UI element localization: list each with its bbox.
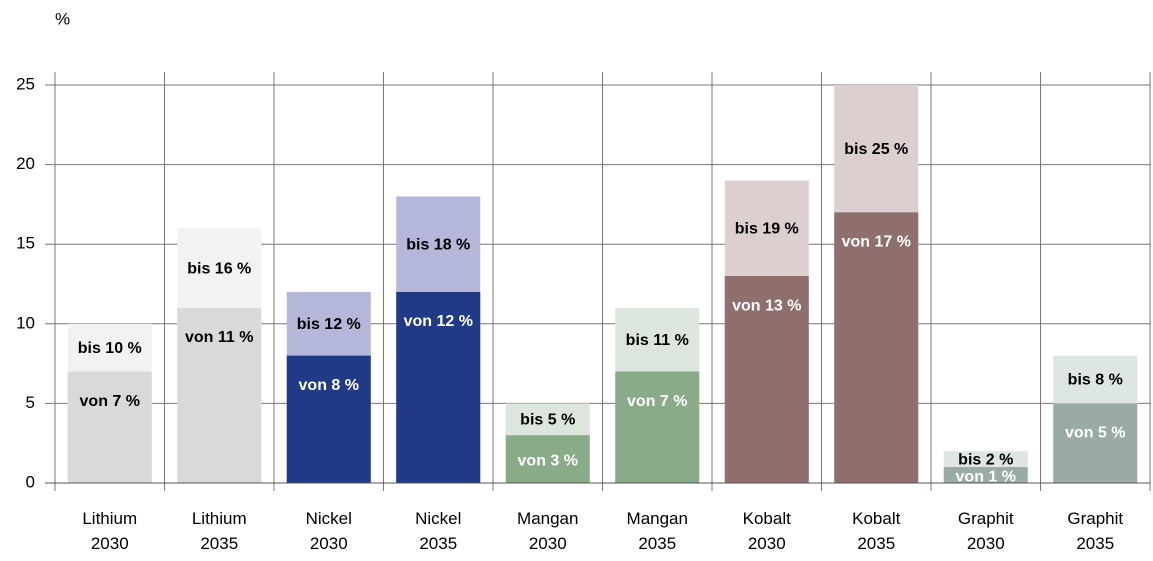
bar-label-upper: bis 11 % (626, 332, 689, 349)
y-tick-label: 15 (16, 234, 35, 253)
x-tick-label: Nickel 2030 (306, 509, 352, 553)
y-tick-label: 20 (16, 154, 35, 173)
x-tick-label: Kobalt 2035 (852, 509, 900, 553)
bar-label-lower: von 3 % (518, 452, 578, 469)
bar-lower (943, 467, 1028, 483)
bar-label-lower: von 11 % (185, 329, 253, 346)
x-tick-label: Mangan 2030 (517, 509, 578, 553)
y-tick-label: 5 (26, 393, 35, 412)
bar-lower (615, 371, 700, 483)
bar-label-lower: von 5 % (1065, 425, 1125, 442)
x-tick-label: Graphit 2035 (1067, 509, 1123, 553)
x-tick-label: Graphit 2030 (958, 509, 1014, 553)
x-tick-label: Lithium 2035 (192, 509, 247, 553)
bar-label-upper: bis 12 % (297, 316, 361, 333)
bar-label-upper: bis 19 % (735, 220, 799, 237)
bar-lower (396, 291, 481, 483)
x-tick-label: Nickel 2035 (415, 509, 461, 553)
bar-lower (1053, 403, 1138, 483)
x-tick-label: Lithium 2030 (82, 509, 137, 553)
bar-label-lower: von 8 % (299, 377, 359, 394)
bar-label-lower: von 17 % (842, 234, 911, 251)
x-tick-label: Kobalt 2030 (743, 509, 791, 553)
bar-lower (505, 435, 590, 483)
bar-label-upper: bis 10 % (78, 340, 142, 357)
bar-label-upper: bis 2 % (958, 451, 1013, 468)
y-tick-label: 0 (26, 472, 35, 491)
bar-lower (834, 212, 919, 484)
bar-lower (286, 355, 371, 483)
bar-label-upper: bis 5 % (520, 412, 575, 429)
bar-lower (67, 371, 152, 483)
bar-label-lower: von 12 % (404, 313, 473, 330)
bar-label-lower: von 13 % (732, 297, 801, 314)
bar-label-upper: bis 16 % (187, 260, 251, 277)
bar-lower (177, 307, 262, 483)
unit-label: % (55, 9, 70, 28)
y-tick-label: 10 (16, 313, 35, 332)
bar-label-lower: von 7 % (80, 393, 140, 410)
y-tick-label: 25 (16, 74, 35, 93)
bar-label-upper: bis 8 % (1068, 372, 1123, 389)
bar-label-upper: bis 25 % (844, 141, 908, 158)
bar-lower (724, 276, 809, 483)
bar-label-lower: von 1 % (956, 468, 1016, 485)
x-tick-label: Mangan 2035 (627, 509, 688, 553)
bar-label-lower: von 7 % (627, 393, 687, 410)
bar-label-upper: bis 18 % (406, 236, 470, 253)
